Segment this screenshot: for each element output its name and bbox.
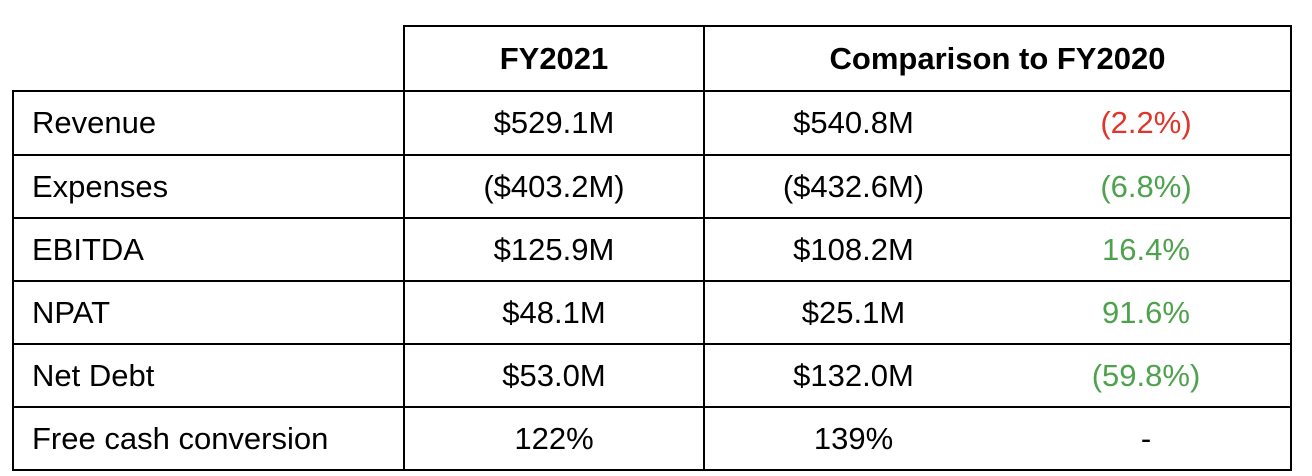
- fy2020-value: 139%: [703, 406, 1002, 471]
- fy2021-value: $125.9M: [403, 217, 705, 282]
- fy2020-value: $132.0M: [703, 343, 1002, 408]
- row-label: Net Debt: [12, 343, 405, 408]
- fy2021-value: ($403.2M): [403, 154, 705, 219]
- row-label: Expenses: [12, 154, 405, 219]
- table-row-ebitda: EBITDA $125.9M $108.2M 16.4%: [12, 217, 1292, 282]
- change-percent: 16.4%: [1002, 217, 1292, 282]
- change-percent: (2.2%): [1002, 90, 1292, 156]
- header-blank-cell: [13, 26, 405, 92]
- header-comparison: Comparison to FY2020: [703, 25, 1292, 92]
- financial-summary-table: FY2021 Comparison to FY2020 Revenue $529…: [12, 25, 1292, 471]
- fy2021-value: $53.0M: [403, 343, 705, 408]
- fy2020-value: $25.1M: [703, 280, 1002, 345]
- fy2021-value: $48.1M: [403, 280, 705, 345]
- fy2020-value: $540.8M: [703, 90, 1002, 156]
- fy2020-value: ($432.6M): [703, 154, 1002, 219]
- change-percent: -: [1002, 406, 1292, 471]
- table-row-expenses: Expenses ($403.2M) ($432.6M) (6.8%): [12, 154, 1292, 219]
- fy2020-value: $108.2M: [703, 217, 1002, 282]
- change-percent: (59.8%): [1002, 343, 1292, 408]
- table-row-free-cash-conversion: Free cash conversion 122% 139% -: [12, 406, 1292, 471]
- fy2021-value: 122%: [403, 406, 705, 471]
- change-percent: (6.8%): [1002, 154, 1292, 219]
- row-label: EBITDA: [12, 217, 405, 282]
- row-label: Revenue: [12, 90, 405, 156]
- row-label: NPAT: [12, 280, 405, 345]
- table-header-row: FY2021 Comparison to FY2020: [13, 25, 1292, 92]
- table-row-npat: NPAT $48.1M $25.1M 91.6%: [12, 280, 1292, 345]
- fy2021-value: $529.1M: [403, 90, 705, 156]
- table-row-revenue: Revenue $529.1M $540.8M (2.2%): [12, 90, 1292, 156]
- table-row-net-debt: Net Debt $53.0M $132.0M (59.8%): [12, 343, 1292, 408]
- change-percent: 91.6%: [1002, 280, 1292, 345]
- header-fy2021: FY2021: [403, 25, 705, 92]
- row-label: Free cash conversion: [12, 406, 405, 471]
